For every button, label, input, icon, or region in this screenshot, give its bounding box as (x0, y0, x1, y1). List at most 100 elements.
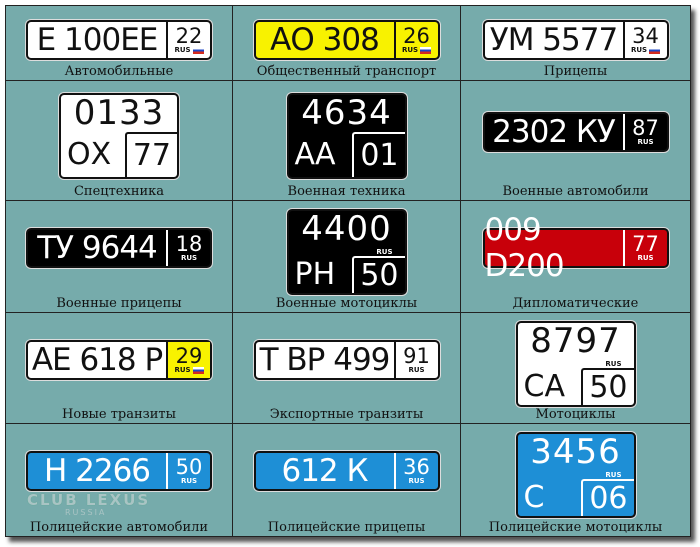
plate-bottom: СА 50 (518, 368, 634, 405)
plate-number: АО 308 (256, 22, 396, 58)
plate-region: 18 RUS (168, 230, 210, 266)
rus-text: RUS (180, 477, 198, 485)
grid-cell: АЕ 618 Р 29 RUS Новые транзиты (6, 313, 233, 424)
plate-bottom: С 06 (518, 479, 634, 516)
plate-region: 29 RUS (168, 342, 210, 378)
region-code: 91 (403, 344, 430, 368)
rus-label: RUS (408, 478, 424, 485)
plate-number-top: 3456 (530, 432, 621, 472)
plate-region: 22 RUS (168, 22, 210, 58)
plate-letters: АА (294, 136, 336, 172)
rus-text: RUS (637, 254, 654, 262)
license-plate: АЕ 618 Р 29 RUS (26, 340, 212, 380)
plate-region: 26 RUS (396, 22, 438, 58)
plate-caption: Прицепы (543, 64, 608, 79)
rus-text: RUS (408, 477, 425, 485)
plate-caption: Дипломатические (512, 296, 639, 311)
grid-cell: УМ 5577 34 RUS Прицепы (461, 6, 690, 81)
rus-label: RUS (605, 471, 622, 479)
plate-region: 34 RUS (625, 22, 667, 58)
russian-flag-icon (192, 367, 204, 374)
plate-caption: Новые транзиты (62, 407, 176, 422)
rus-text: RUS (174, 366, 191, 374)
rus-label: RUS (605, 360, 622, 368)
grid-cell: 009 D200 77 RUS Дипломатические (461, 201, 690, 313)
plate-number: Т ВР 499 (256, 342, 396, 378)
rus-label: RUS (174, 46, 204, 54)
plate-number-top: 8797 (530, 321, 621, 361)
grid-cell: 3456 RUS С 06 Полицейские мотоциклы (461, 424, 690, 536)
plate-caption: Спецтехника (73, 184, 165, 199)
plate-number: 009 D200 (485, 212, 625, 284)
plate-number: УМ 5577 (485, 22, 625, 58)
plate-region: 50 RUS (168, 453, 210, 489)
plate-number: 612 К (256, 453, 396, 489)
plate-number: ТУ 9644 (28, 230, 168, 266)
plates-grid: Е 100ЕЕ 22 RUS Автомобильные АО 308 26 RUS Обще… (5, 5, 691, 537)
rus-label: RUS (408, 367, 424, 374)
plate-letters: РН (294, 256, 336, 292)
grid-cell: 8797 RUS СА 50 Мотоциклы (461, 313, 690, 424)
plate-caption: Мотоциклы (535, 407, 616, 422)
grid-cell: Т ВР 499 91 RUS Экспортные транзиты (233, 313, 461, 424)
plate-bottom: РН 50 (289, 256, 405, 293)
license-plate: 4634 АА 01 (286, 93, 407, 179)
plate-caption: Экспортные транзиты (269, 407, 424, 422)
plate-bottom: АА 01 (289, 132, 405, 177)
plate-number: 2302 КУ (485, 114, 625, 150)
license-plate: 009 D200 77 RUS (482, 212, 669, 284)
region-code: 50 (352, 256, 405, 293)
plate-caption: Военные автомобили (502, 184, 649, 199)
watermark-logo: CLUB LEXUS (27, 491, 151, 509)
plate-caption: Военные прицепы (56, 296, 182, 311)
rus-label: RUS (376, 248, 393, 256)
license-plate: 3456 RUS С 06 (515, 432, 636, 518)
license-plate: Т ВР 499 91 RUS (253, 340, 440, 380)
rus-text: RUS (174, 46, 191, 54)
rus-label: RUS (637, 139, 653, 146)
region-code: 06 (581, 479, 634, 516)
plate-caption: Автомобильные (64, 64, 174, 79)
region-code: 18 (175, 232, 203, 256)
plate-region: 77 RUS (625, 230, 667, 266)
license-plate: 612 К 36 RUS (253, 451, 440, 491)
grid-cell: 0133 ОХ 77 Спецтехника (6, 81, 233, 201)
rus-label: RUS (401, 46, 432, 54)
grid-cell: 4634 АА 01 Военная техника (233, 81, 461, 201)
russian-flag-icon (192, 47, 204, 54)
plate-number: АЕ 618 Р (28, 342, 168, 378)
license-plate: 0133 ОХ 77 (59, 93, 179, 179)
grid-cell: Н 2266 50 RUS Полицейские автомобили (6, 424, 233, 536)
license-plate: 4400 RUS РН 50 (286, 209, 407, 295)
plate-region: 91 RUS (396, 342, 438, 378)
region-code: 22 (175, 24, 203, 48)
plate-region: 36 RUS (396, 453, 438, 489)
grid-cell: 612 К 36 RUS Полицейские прицепы (233, 424, 461, 536)
region-code: 34 (632, 24, 659, 48)
plate-number: Н 2266 (28, 453, 168, 489)
region-code: 50 (175, 455, 203, 479)
region-code: 01 (352, 132, 405, 177)
plate-caption: Полицейские мотоциклы (488, 520, 663, 535)
plate-number: Е 100ЕЕ (28, 22, 168, 58)
rus-text: RUS (630, 46, 648, 54)
rus-text: RUS (401, 46, 419, 54)
plate-letters: С (523, 479, 545, 515)
region-code: 50 (581, 368, 634, 405)
watermark-logo-sub: RUSSIA (65, 508, 107, 517)
grid-cell: АО 308 26 RUS Общественный транспорт (233, 6, 461, 81)
region-code: 26 (403, 24, 430, 48)
grid-cell: ТУ 9644 18 RUS Военные прицепы (6, 201, 233, 313)
rus-label: RUS (174, 366, 204, 374)
plate-caption: Военные мотоциклы (275, 296, 418, 311)
plate-caption: Общественный транспорт (256, 64, 437, 79)
plate-region: 87 RUS (625, 114, 667, 150)
rus-text: RUS (408, 366, 425, 374)
plate-number-top: 4634 (301, 93, 392, 133)
license-plate: АО 308 26 RUS (253, 20, 440, 60)
plate-number-top: 4400 (301, 209, 392, 249)
plate-number-top: 0133 (73, 93, 165, 133)
license-plate: ТУ 9644 18 RUS (26, 228, 212, 268)
grid-cell: 4400 RUS РН 50 Военные мотоциклы (233, 201, 461, 313)
russian-flag-icon (420, 47, 432, 54)
